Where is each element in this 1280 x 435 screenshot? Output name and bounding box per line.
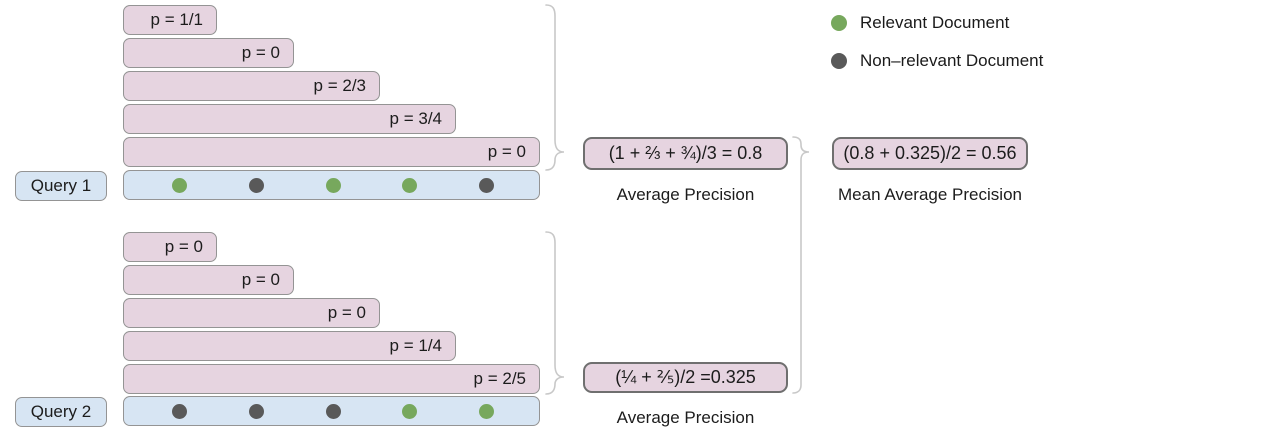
brace-query1 — [545, 4, 565, 171]
precision-bar: p = 0 — [123, 265, 294, 295]
average-precision-caption-query1: Average Precision — [616, 185, 755, 204]
document-dot-icon — [172, 403, 187, 419]
document-dot-icon — [248, 403, 264, 419]
document-dot-icon — [402, 403, 418, 419]
document-dot-icon — [325, 403, 341, 419]
document-row-query2 — [123, 396, 540, 426]
query2-label: Query 2 — [15, 397, 107, 427]
precision-bar: p = 2/3 — [123, 71, 380, 101]
document-dot-icon — [479, 403, 494, 419]
average-precision-formula-query1: (1 + ⅔ + ¾)/3 = 0.8 — [583, 137, 788, 170]
precision-bar: p = 1/4 — [123, 331, 456, 361]
document-dot-icon — [248, 177, 264, 193]
precision-bar: p = 0 — [123, 298, 380, 328]
legend-label-non-relevant: Non–relevant Document — [860, 51, 1044, 70]
precision-bar: p = 1/1 — [123, 5, 217, 35]
document-dot-icon — [172, 177, 187, 193]
precision-bar: p = 2/5 — [123, 364, 540, 394]
brace-map — [792, 136, 810, 394]
document-dot-icon — [402, 177, 418, 193]
legend-item-relevant: Relevant Document — [831, 13, 1043, 33]
legend-label-relevant: Relevant Document — [860, 13, 1010, 32]
precision-bar: p = 3/4 — [123, 104, 456, 134]
mean-average-precision-caption: Mean Average Precision — [838, 185, 1022, 204]
average-precision-caption-query2: Average Precision — [616, 408, 755, 427]
average-precision-formula-query2: (¼ + ⅖)/2 =0.325 — [583, 362, 788, 393]
mean-average-precision-formula: (0.8 + 0.325)/2 = 0.56 — [832, 137, 1028, 170]
non-relevant-dot-icon — [831, 53, 847, 69]
precision-bar: p = 0 — [123, 137, 540, 167]
precision-bar: p = 0 — [123, 38, 294, 68]
brace-query2 — [545, 231, 565, 395]
document-row-query1 — [123, 170, 540, 200]
query1-label: Query 1 — [15, 171, 107, 201]
relevant-dot-icon — [831, 15, 847, 31]
document-dot-icon — [325, 177, 341, 193]
precision-bar: p = 0 — [123, 232, 217, 262]
legend: Relevant Document Non–relevant Document — [831, 13, 1043, 71]
legend-item-non-relevant: Non–relevant Document — [831, 51, 1043, 71]
document-dot-icon — [479, 177, 494, 193]
